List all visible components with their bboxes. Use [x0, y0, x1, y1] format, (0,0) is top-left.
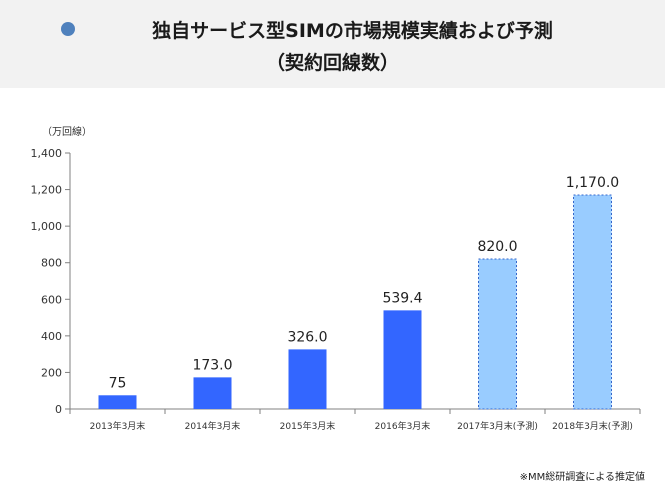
data-label: 326.0 — [287, 329, 327, 345]
data-label: 539.4 — [382, 290, 422, 306]
bar — [383, 310, 422, 409]
data-label: 1,170.0 — [566, 175, 619, 191]
bar-chart: （万回線） 0 200 400 600 800 1,000 1,200 1,400 75 2013年… — [31, 125, 641, 432]
y-tick-label: 400 — [41, 330, 62, 343]
y-tick-label: 200 — [41, 366, 62, 379]
footnote: ※MM総研調査による推定値 — [519, 472, 645, 483]
bar — [288, 349, 327, 409]
y-tick-label: 800 — [41, 257, 62, 270]
page-subtitle: （契約回線数） — [265, 52, 399, 74]
bullet-icon — [61, 22, 75, 36]
x-tick-label: 2015年3月末 — [280, 420, 336, 432]
y-tick-label: 0 — [55, 403, 62, 416]
data-label: 820.0 — [477, 239, 517, 255]
y-tick-label: 1,400 — [31, 147, 63, 160]
data-label: 75 — [109, 375, 127, 391]
x-tick-label: 2014年3月末 — [185, 420, 241, 432]
y-tick-label: 600 — [41, 293, 62, 306]
title-banner: 独自サービス型SIMの市場規模実績および予測 （契約回線数） — [0, 0, 665, 88]
data-label: 173.0 — [192, 357, 232, 373]
bar — [98, 395, 137, 409]
y-tick-label: 1,200 — [31, 184, 63, 197]
y-tick-label: 1,000 — [31, 220, 63, 233]
x-tick-label: 2018年3月末(予測) — [552, 420, 633, 432]
bar-forecast — [478, 258, 517, 410]
x-tick-label: 2013年3月末 — [90, 420, 146, 432]
page-title: 独自サービス型SIMの市場規模実績および予測 — [152, 20, 553, 42]
x-tick-label: 2016年3月末 — [375, 420, 431, 432]
y-unit-label: （万回線） — [42, 125, 92, 138]
x-tick-label: 2017年3月末(予測) — [457, 420, 538, 432]
bar — [193, 377, 232, 409]
bar-forecast — [573, 194, 612, 410]
